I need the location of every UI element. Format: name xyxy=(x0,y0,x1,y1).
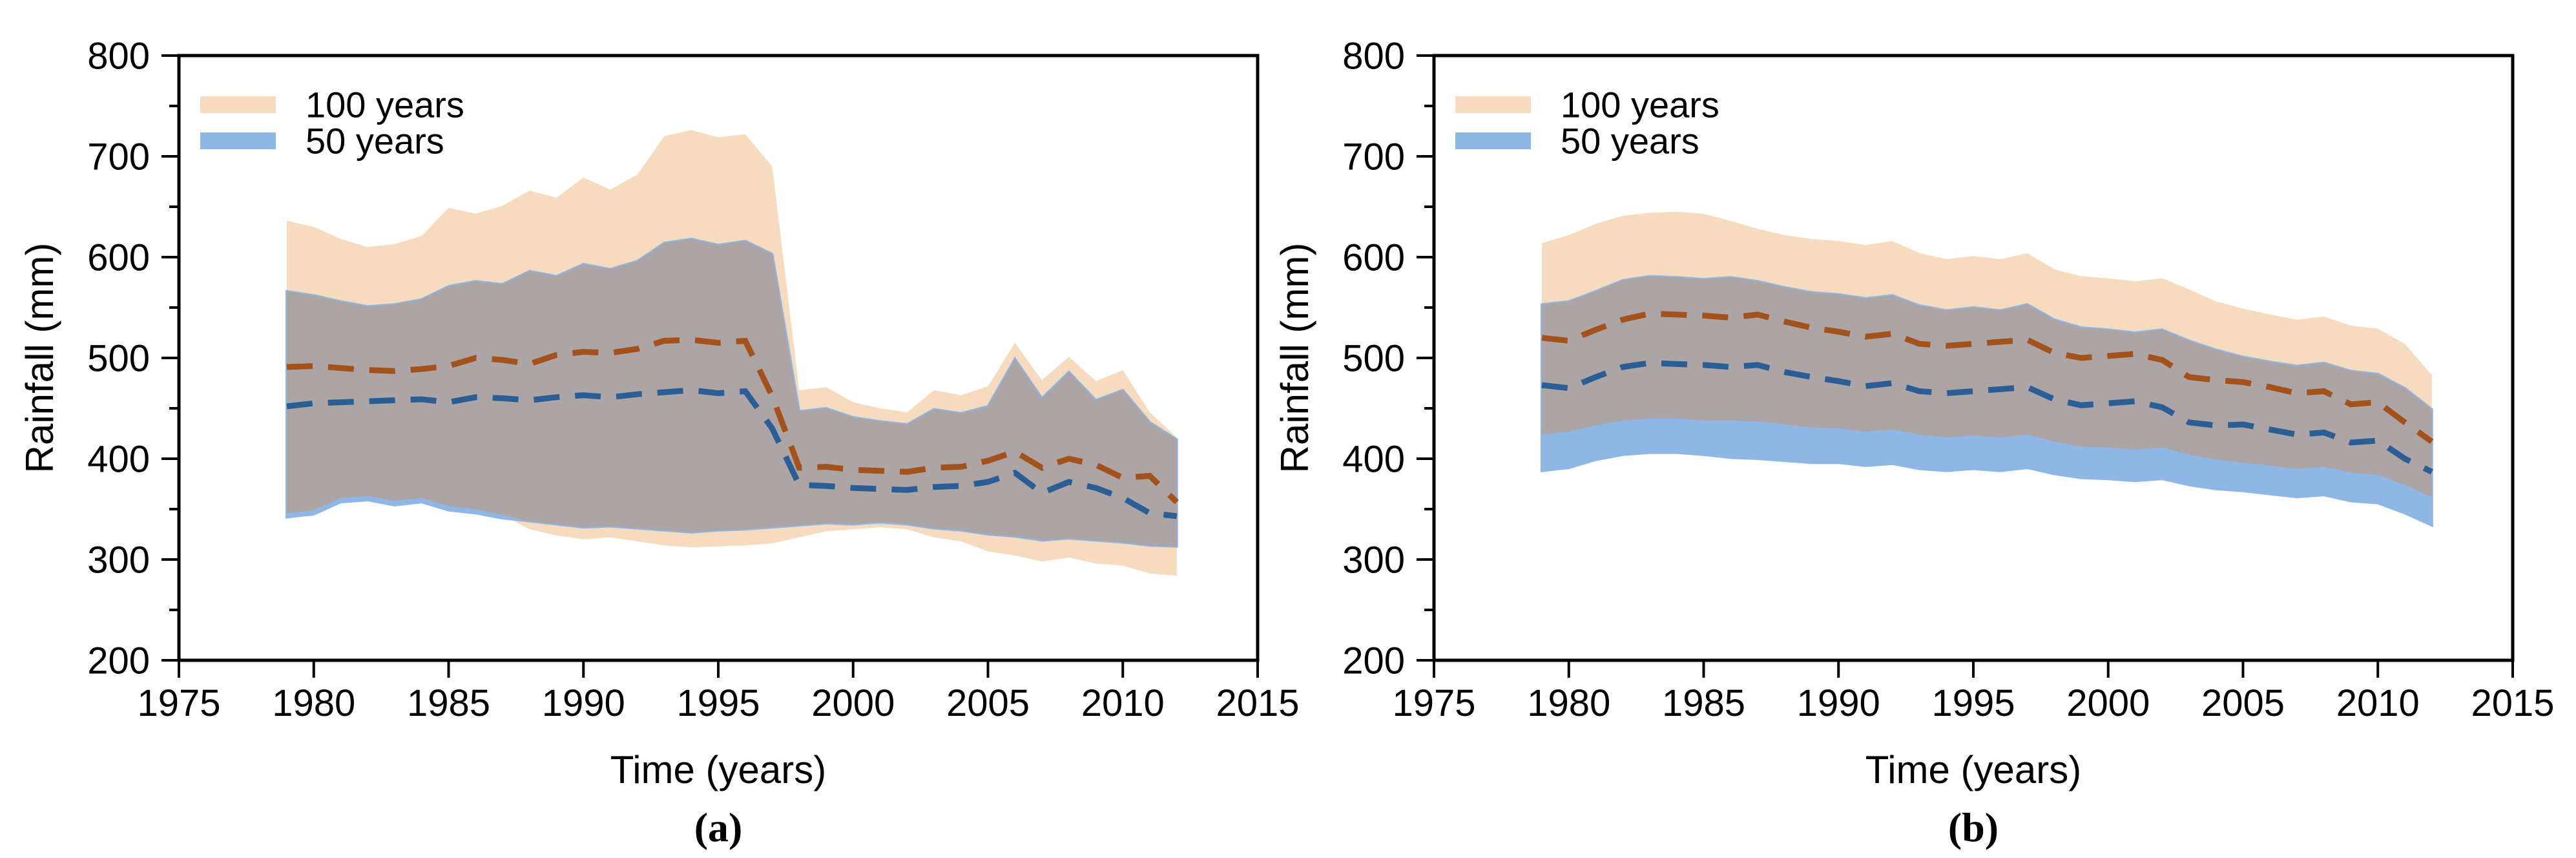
legend-swatch-100-years xyxy=(200,96,276,113)
legend-label-100-years: 100 years xyxy=(1561,85,1719,125)
x-tick-label: 2005 xyxy=(2201,682,2285,724)
panel-a: 200 300 400 500 600 700 800 1975 1980 1985 1990 199… xyxy=(18,35,1300,850)
x-tick-label: 2015 xyxy=(1216,682,1299,724)
x-tick-label: 1985 xyxy=(1662,682,1745,724)
x-tick-label: 1980 xyxy=(272,682,355,724)
x-tick-label: 2010 xyxy=(2336,682,2420,724)
legend-swatch-100-years xyxy=(1455,96,1531,113)
legend-swatch-50-years xyxy=(1455,132,1531,149)
y-tick-label: 700 xyxy=(1342,136,1405,178)
x-tick-label: 2005 xyxy=(946,682,1030,724)
y-tick-label: 800 xyxy=(1342,35,1405,77)
x-tick-label: 1975 xyxy=(1392,682,1475,724)
x-tick-label: 1995 xyxy=(1931,682,2015,724)
y-tick-label: 500 xyxy=(87,337,150,379)
x-tick-label: 1985 xyxy=(407,682,490,724)
panel-caption: (a) xyxy=(694,804,743,850)
mean-line-100-years xyxy=(1541,310,2434,445)
x-tick-label: 2010 xyxy=(1081,682,1165,724)
y-tick-label: 200 xyxy=(1342,640,1405,682)
mean-line-50-years xyxy=(286,387,1178,519)
y-tick-label: 400 xyxy=(1342,438,1405,480)
band-overlap xyxy=(1542,276,2432,497)
mean-line-50-years xyxy=(1541,360,2433,475)
y-axis-title: Rainfall (mm) xyxy=(1273,243,1316,474)
mean-line-100-years xyxy=(286,337,1179,505)
x-axis-title: Time (years) xyxy=(1865,748,2081,791)
y-tick-label: 400 xyxy=(87,438,150,480)
y-tick-label: 200 xyxy=(87,640,150,682)
x-tick-label: 2000 xyxy=(2066,682,2150,724)
legend-swatch-50-years xyxy=(200,132,276,149)
x-tick-label: 1990 xyxy=(542,682,625,724)
x-tick-label: 2000 xyxy=(811,682,895,724)
y-axis-title: Rainfall (mm) xyxy=(18,243,61,474)
x-tick-label: 1975 xyxy=(137,682,220,724)
x-tick-label: 2015 xyxy=(2471,682,2554,724)
y-tick-label: 300 xyxy=(1342,539,1405,581)
x-axis-title: Time (years) xyxy=(610,748,826,791)
legend-label-50-years: 50 years xyxy=(1561,121,1699,162)
legend-label-100-years: 100 years xyxy=(306,85,464,125)
x-tick-label: 1990 xyxy=(1797,682,1880,724)
y-tick-label: 600 xyxy=(1342,236,1405,278)
y-tick-label: 700 xyxy=(87,136,150,178)
x-tick-label: 1980 xyxy=(1527,682,1610,724)
panel-b: 200 300 400 500 600 700 800 1975 1980 1985 1990 199… xyxy=(1273,35,2555,850)
y-tick-label: 500 xyxy=(1342,337,1405,379)
y-tick-label: 800 xyxy=(87,35,150,77)
panel-caption: (b) xyxy=(1948,804,1999,850)
legend-label-50-years: 50 years xyxy=(306,121,444,162)
y-tick-label: 300 xyxy=(87,539,150,581)
x-tick-label: 1995 xyxy=(676,682,760,724)
y-tick-label: 600 xyxy=(87,236,150,278)
